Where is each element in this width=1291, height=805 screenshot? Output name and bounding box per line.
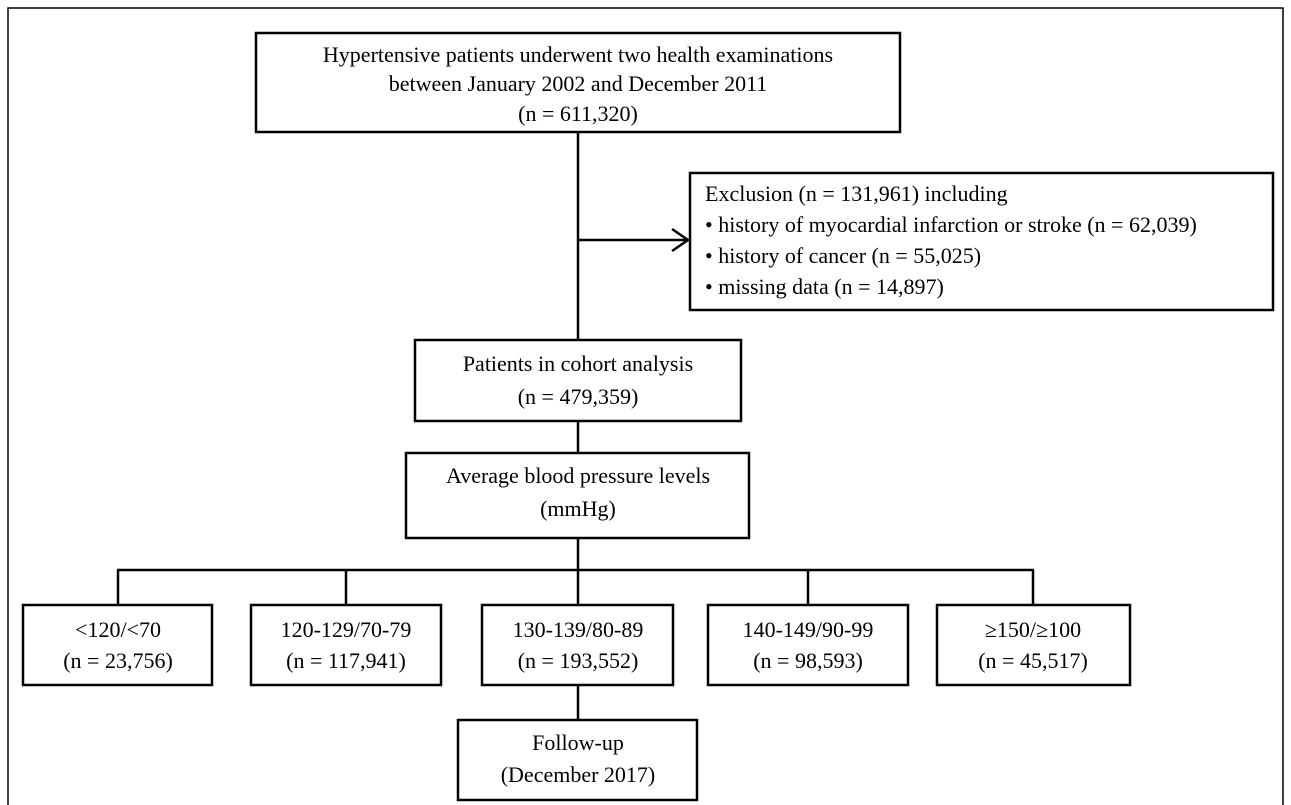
box-text: (n = 479,359): [518, 384, 639, 409]
box-text: • history of cancer (n = 55,025): [705, 243, 981, 268]
box-text: (December 2017): [501, 762, 656, 787]
box: [249, 603, 443, 687]
box: [688, 171, 1275, 312]
box: [254, 31, 902, 134]
box-text: Patients in cohort analysis: [463, 351, 693, 376]
box-text: (mmHg): [540, 496, 616, 521]
box-text: 140-149/90-99: [743, 617, 874, 642]
frame: [7, 7, 1284, 805]
box-text: • history of myocardial infarction or st…: [705, 212, 1197, 237]
box-text: Follow-up: [532, 730, 624, 755]
box-text: 130-139/80-89: [513, 617, 644, 642]
box-text: Exclusion (n = 131,961) including: [705, 181, 1008, 206]
box-text: 120-129/70-79: [281, 617, 412, 642]
box-text: (n = 98,593): [753, 648, 863, 673]
box-text: (n = 117,941): [286, 648, 406, 673]
box: [706, 603, 910, 687]
box-text: Hypertensive patients underwent two heal…: [323, 42, 833, 67]
box-text: (n = 193,552): [518, 648, 639, 673]
box: [456, 718, 699, 802]
box-text: (n = 611,320): [518, 101, 638, 126]
box-text: (n = 45,517): [978, 648, 1088, 673]
box-text: <120/<70: [75, 617, 161, 642]
box-text: (n = 23,756): [63, 648, 173, 673]
box: [480, 603, 675, 687]
box: [935, 603, 1132, 687]
box-text: • missing data (n = 14,897): [705, 274, 944, 299]
box-text: ≥150/≥100: [985, 617, 1081, 642]
arrow-head: [671, 227, 691, 253]
box-text: between January 2002 and December 2011: [389, 71, 768, 96]
box: [21, 603, 214, 687]
box: [404, 451, 751, 540]
box: [413, 338, 743, 423]
box-text: Average blood pressure levels: [446, 463, 710, 488]
